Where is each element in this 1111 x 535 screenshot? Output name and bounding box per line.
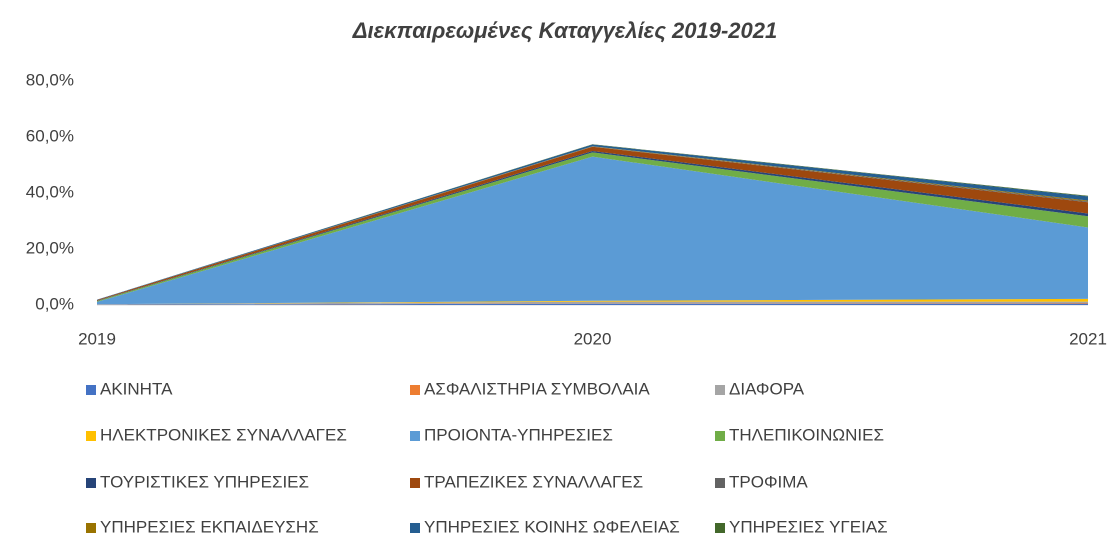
legend-label: ΠΡΟΙΟΝΤΑ-ΥΠΗΡΕΣΙΕΣ bbox=[424, 425, 613, 444]
legend-label: ΔΙΑΦΟΡΑ bbox=[729, 379, 805, 398]
area bbox=[97, 303, 1088, 305]
area bbox=[97, 301, 1088, 305]
legend-label: ΥΠΗΡΕΣΙΕΣ ΚΟΙΝΗΣ ΩΦΕΛΕΙΑΣ bbox=[424, 517, 680, 535]
legend-swatch bbox=[715, 431, 725, 441]
x-tick-label: 2020 bbox=[574, 329, 612, 348]
legend-swatch bbox=[86, 478, 96, 488]
y-tick-label: 40,0% bbox=[26, 182, 74, 201]
area bbox=[97, 298, 1088, 305]
legend-label: ΑΣΦΑΛΙΣΤΗΡΙΑ ΣΥΜΒΟΛΑΙΑ bbox=[424, 379, 650, 398]
legend-label: ΤΗΛΕΠΙΚΟΙΝΩΝΙΕΣ bbox=[729, 425, 884, 444]
legend-label: ΤΟΥΡΙΣΤΙΚΕΣ ΥΠΗΡΕΣΙΕΣ bbox=[100, 472, 309, 491]
area bbox=[97, 152, 1088, 302]
legend-swatch bbox=[86, 431, 96, 441]
legend-label: ΤΡΑΠΕΖΙΚΕΣ ΣΥΝΑΛΛΑΓΕΣ bbox=[424, 472, 643, 491]
x-tick-label: 2021 bbox=[1069, 329, 1107, 348]
legend-swatch bbox=[86, 385, 96, 395]
legend-label: ΗΛΕΚΤΡΟΝΙΚΕΣ ΣΥΝΑΛΛΑΓΕΣ bbox=[100, 425, 347, 444]
legend-label: ΑΚΙΝΗΤΑ bbox=[100, 379, 173, 398]
area bbox=[97, 303, 1088, 305]
legend-swatch bbox=[410, 385, 420, 395]
legend-swatch bbox=[410, 431, 420, 441]
legend-swatch bbox=[86, 523, 96, 533]
area bbox=[97, 156, 1088, 305]
legend-label: ΥΠΗΡΕΣΙΕΣ ΥΓΕΙΑΣ bbox=[729, 517, 888, 535]
legend-label: ΥΠΗΡΕΣΙΕΣ ΕΚΠΑΙΔΕΥΣΗΣ bbox=[100, 517, 319, 535]
legend-label: ΤΡΟΦΙΜΑ bbox=[729, 472, 808, 491]
x-tick-label: 2019 bbox=[78, 329, 116, 348]
y-tick-label: 0,0% bbox=[35, 294, 74, 313]
legend-swatch bbox=[410, 523, 420, 533]
legend-swatch bbox=[715, 385, 725, 395]
y-tick-label: 20,0% bbox=[26, 238, 74, 257]
chart-title: Διεκπαιρεωμένες Καταγγελίες 2019-2021 bbox=[352, 18, 778, 43]
legend-swatch bbox=[715, 478, 725, 488]
legend-swatch bbox=[715, 523, 725, 533]
y-tick-label: 60,0% bbox=[26, 126, 74, 145]
legend-swatch bbox=[410, 478, 420, 488]
y-tick-label: 80,0% bbox=[26, 70, 74, 89]
